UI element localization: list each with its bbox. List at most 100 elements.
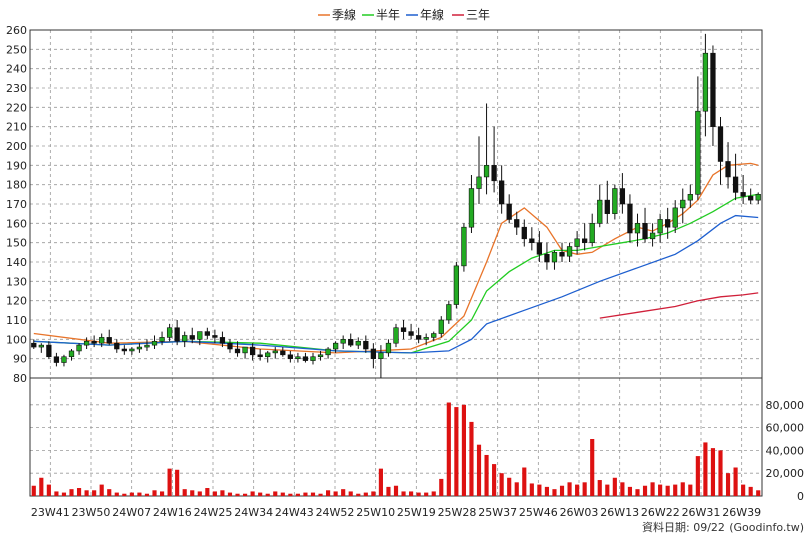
volume-bar bbox=[371, 491, 376, 496]
candle bbox=[295, 352, 301, 363]
candle bbox=[280, 347, 286, 357]
candle-body bbox=[159, 337, 165, 342]
candle-body bbox=[612, 188, 618, 214]
candle-body bbox=[634, 223, 641, 234]
candle bbox=[710, 45, 716, 146]
candle bbox=[234, 341, 241, 357]
volume-bar bbox=[137, 492, 142, 496]
candle bbox=[453, 262, 460, 309]
candle-body bbox=[461, 226, 467, 267]
candle-body bbox=[476, 176, 482, 189]
legend-label: 季線 bbox=[332, 7, 356, 22]
volume-bar bbox=[748, 486, 753, 496]
date-tick-label: 24W16 bbox=[153, 506, 192, 519]
volume-bar bbox=[469, 421, 474, 496]
candlesticks bbox=[31, 33, 761, 378]
candle-body bbox=[400, 327, 407, 332]
candle bbox=[204, 327, 210, 340]
candle bbox=[99, 333, 105, 348]
three-year-line bbox=[599, 292, 759, 319]
volume-bar bbox=[386, 486, 391, 496]
candle-body bbox=[325, 348, 331, 356]
volume-bar bbox=[703, 442, 708, 496]
date-tick-label: 26W31 bbox=[682, 506, 721, 519]
volume-bar bbox=[303, 492, 308, 496]
candle-body bbox=[46, 344, 52, 358]
date-tick-label: 23W41 bbox=[31, 506, 70, 519]
volume-bar bbox=[642, 485, 648, 496]
candle-body bbox=[536, 242, 543, 255]
candle bbox=[476, 136, 482, 204]
volume-bar bbox=[220, 490, 225, 496]
candle bbox=[506, 194, 512, 224]
price-tick-label: 120 bbox=[6, 295, 27, 308]
candle bbox=[53, 352, 60, 367]
candle bbox=[400, 320, 407, 340]
volume-bar bbox=[212, 491, 217, 496]
candle-body bbox=[151, 340, 158, 346]
candle bbox=[566, 242, 573, 262]
candle-body bbox=[574, 238, 580, 247]
volume-bar bbox=[356, 493, 361, 496]
candle-body bbox=[227, 342, 233, 350]
candle bbox=[114, 339, 120, 353]
candle bbox=[242, 346, 248, 359]
candle-body bbox=[619, 188, 626, 205]
volume-bar bbox=[756, 490, 761, 496]
candle-body bbox=[521, 226, 527, 240]
candle bbox=[642, 207, 648, 243]
candle-body bbox=[408, 331, 414, 336]
volume-bar bbox=[318, 493, 323, 496]
volume-bar bbox=[522, 467, 527, 496]
candle bbox=[483, 103, 490, 195]
candle-body bbox=[121, 348, 127, 352]
candle bbox=[46, 341, 52, 359]
volume-bar bbox=[741, 484, 746, 496]
volume-bar bbox=[597, 480, 602, 496]
price-tick-label: 160 bbox=[6, 217, 27, 230]
volume-bar bbox=[295, 493, 300, 496]
volume-bar bbox=[650, 482, 655, 496]
volume-bar bbox=[514, 482, 519, 496]
candle bbox=[68, 349, 75, 361]
date-tick-label: 24W43 bbox=[275, 506, 314, 519]
candle-body bbox=[453, 265, 460, 305]
volume-bar bbox=[333, 491, 338, 496]
candle-body bbox=[748, 195, 754, 201]
candle bbox=[408, 323, 414, 340]
volume-bar bbox=[280, 492, 285, 496]
volume-bar bbox=[529, 483, 534, 496]
price-tick-label: 220 bbox=[6, 101, 27, 114]
candle bbox=[695, 76, 701, 201]
candle bbox=[717, 117, 724, 185]
volume-tick-label: 0 bbox=[797, 490, 804, 503]
candle-body bbox=[559, 252, 565, 257]
candle bbox=[219, 331, 226, 348]
volume-bar bbox=[492, 464, 497, 496]
legend-label: 半年 bbox=[376, 8, 400, 22]
candle-body bbox=[604, 199, 610, 214]
volume-tick-label: 40,000 bbox=[766, 444, 805, 457]
volume-bar bbox=[348, 491, 353, 496]
volume-bar bbox=[673, 484, 678, 496]
volume-bar bbox=[680, 482, 685, 496]
volume-bar bbox=[341, 489, 346, 496]
candle-body bbox=[431, 333, 437, 338]
candle bbox=[619, 173, 626, 214]
date-tick-label: 26W13 bbox=[600, 506, 639, 519]
date-tick-label: 26W03 bbox=[560, 506, 599, 519]
candle-body bbox=[204, 331, 210, 336]
candle-body bbox=[393, 327, 399, 344]
volume-tick-label: 80,000 bbox=[766, 399, 805, 412]
volume-bar bbox=[122, 493, 127, 496]
candle bbox=[38, 343, 44, 353]
candle-body bbox=[106, 337, 112, 344]
candle-body bbox=[423, 337, 429, 340]
candle bbox=[687, 184, 693, 208]
volume-bar bbox=[363, 492, 368, 496]
candle-body bbox=[483, 165, 490, 178]
candle-body bbox=[566, 246, 573, 257]
half-year-line bbox=[33, 193, 759, 354]
candle bbox=[755, 192, 761, 204]
volume-bar bbox=[273, 491, 278, 496]
